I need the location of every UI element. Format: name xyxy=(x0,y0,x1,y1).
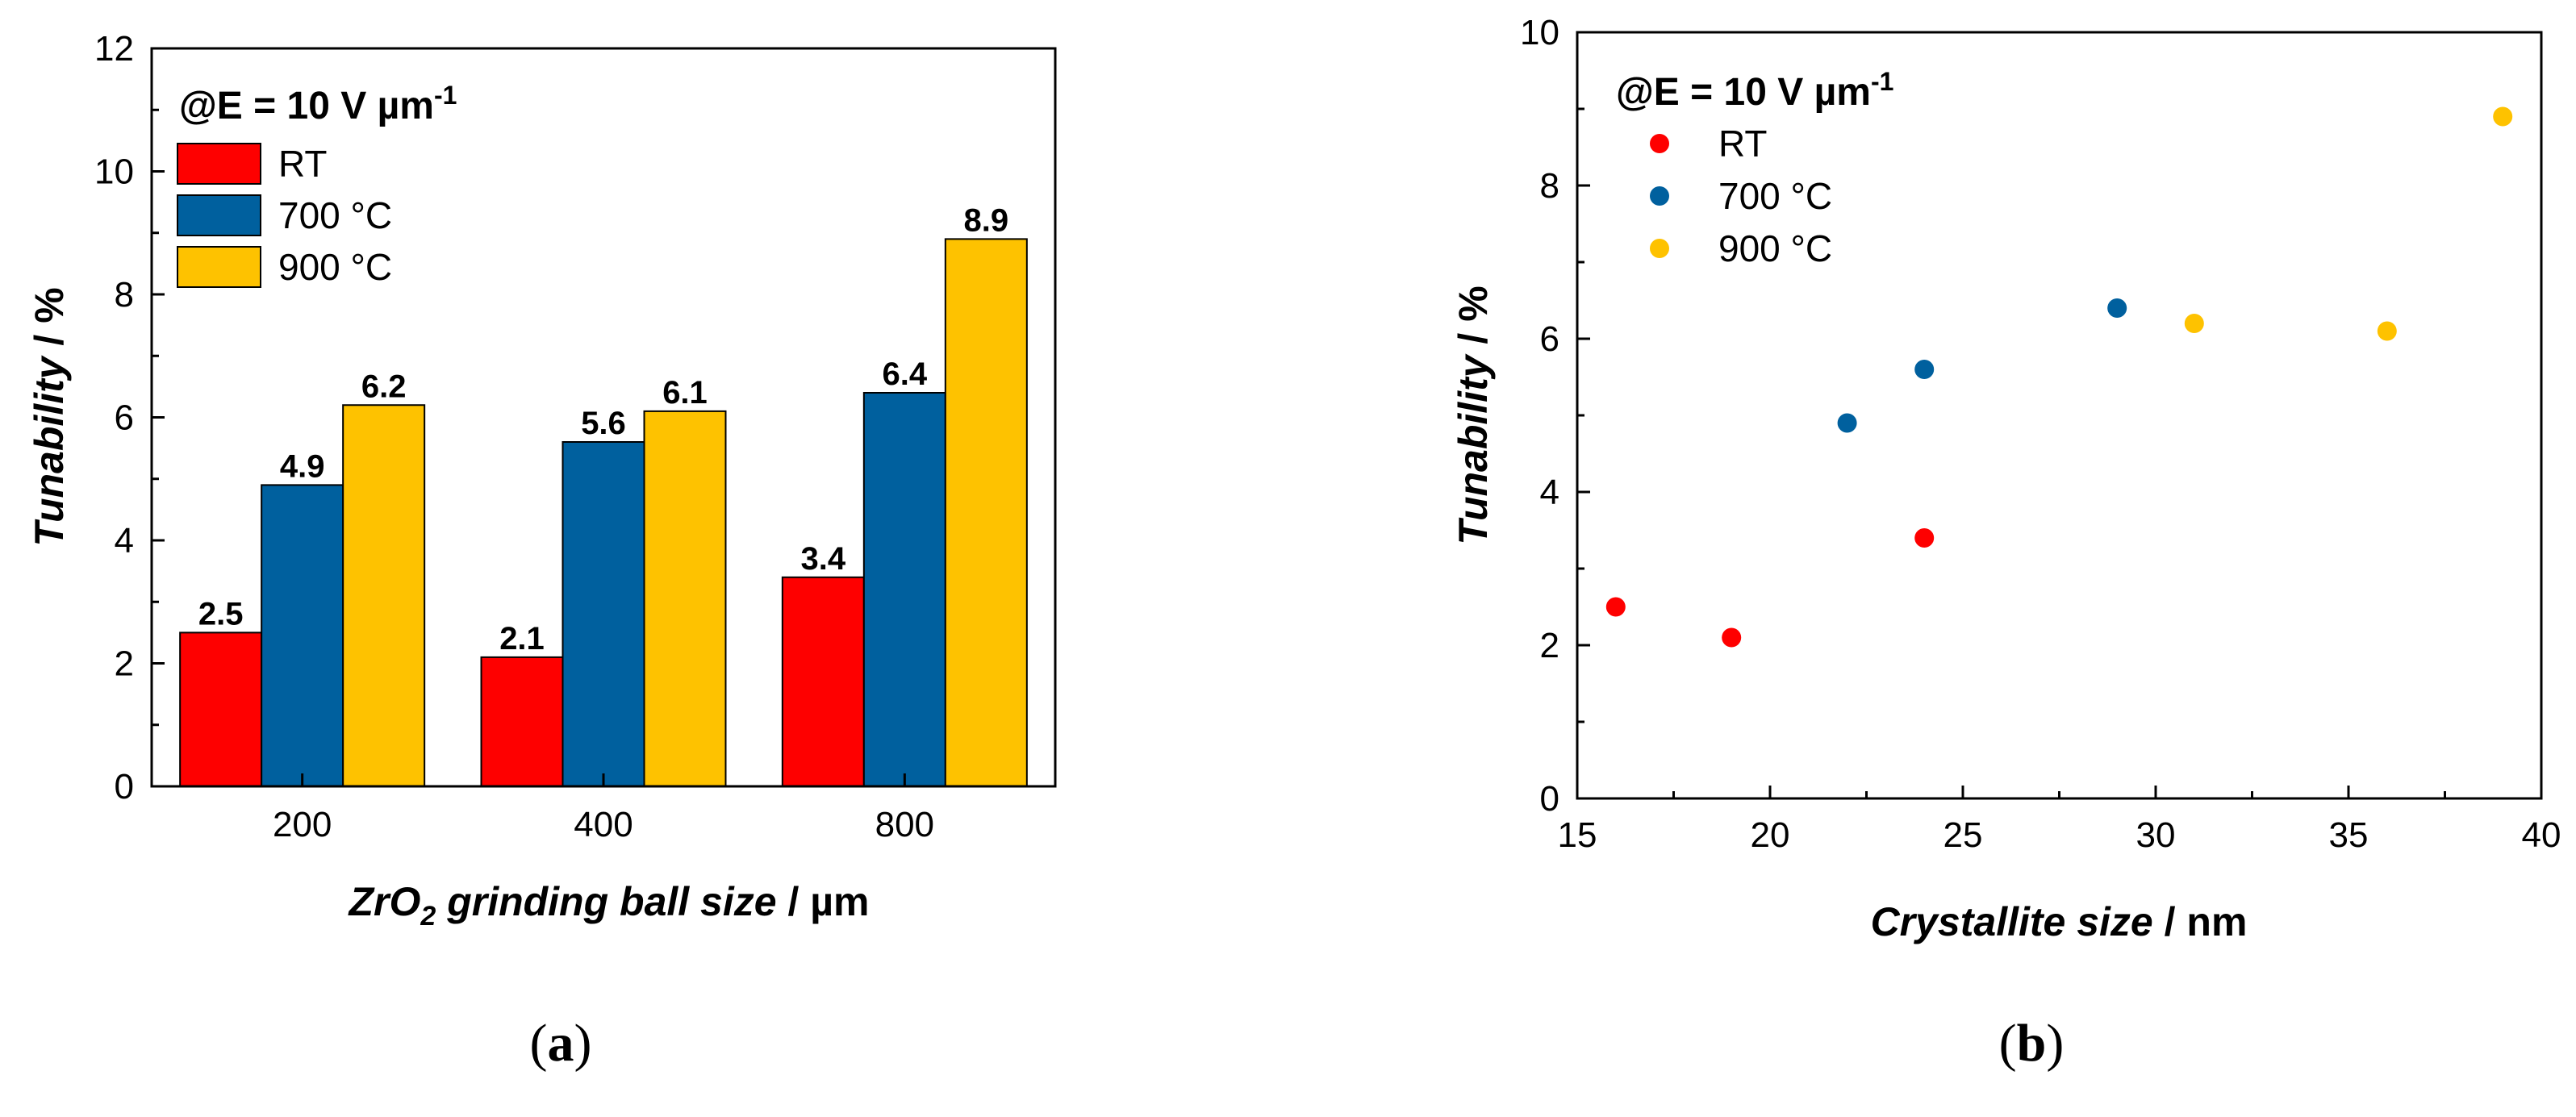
panel-a-bar xyxy=(261,484,344,787)
panel-a-legend-label: 700 °C xyxy=(278,194,392,236)
panel-b-y-tick-label: 4 xyxy=(1540,473,1559,512)
panel-a-y-tick-label: 8 xyxy=(115,275,134,315)
panel-b-data-point xyxy=(1914,360,1935,379)
panel-a-x-ticks: 200 400 800 xyxy=(273,773,934,844)
panel-a-bar xyxy=(480,656,564,787)
panel-b-x-tick-label: 30 xyxy=(2136,815,2176,855)
panel-a-legend-swatch xyxy=(177,246,261,288)
panel-b: 0 2 4 6 8 10 15 20 25 30 35 40 @E = 10 V µm-1 RT 700… xyxy=(1451,13,2561,1073)
panel-a-bar-value-label: 6.1 xyxy=(662,375,708,411)
panel-b-legend-marker xyxy=(1650,186,1669,206)
panel-a-bar-labels: 2.5 4.9 6.2 2.1 5.6 6.1 3.4 6.4 8.9 xyxy=(198,202,1008,656)
panel-b-y-tick-label: 6 xyxy=(1540,319,1559,359)
panel-a-bar xyxy=(944,238,1028,787)
panel-a-bar xyxy=(643,410,727,787)
panel-b-data-point xyxy=(2107,298,2127,318)
panel-b-x-axis-title: Crystallite size / nm xyxy=(1871,899,2248,944)
panel-a-bar-value-label: 2.5 xyxy=(198,596,244,631)
panel-b-legend-marker xyxy=(1650,239,1669,258)
panel-a-bar-value-label: 6.2 xyxy=(361,369,407,404)
panel-b-x-tick-label: 40 xyxy=(2522,815,2561,855)
panel-b-legend: @E = 10 V µm-1 RT 700 °C 900 °C xyxy=(1616,67,1893,269)
panel-a-legend-label: 900 °C xyxy=(278,246,392,288)
panel-b-x-ticks: 15 20 25 30 35 40 xyxy=(1558,786,2561,855)
panel-a-legend-swatch xyxy=(177,143,261,185)
panel-a-y-tick-label: 12 xyxy=(94,29,134,69)
panel-b-legend-label: 700 °C xyxy=(1718,175,1832,217)
panel-b-data-point xyxy=(2377,321,2397,341)
panel-a: 2.5 4.9 6.2 2.1 5.6 6.1 3.4 6.4 8.9 0 2 4 6 8 10 12 20… xyxy=(27,29,1057,1073)
panel-b-y-tick-label: 10 xyxy=(1520,13,1559,52)
panel-a-x-tick-label: 800 xyxy=(875,805,934,844)
panel-a-y-tick-label: 4 xyxy=(115,521,134,561)
panel-a-y-tick-label: 10 xyxy=(94,152,134,192)
panel-a-bar xyxy=(342,404,426,787)
panel-a-x-tick-label: 200 xyxy=(273,805,332,844)
panel-a-y-axis-title: Tunability / % xyxy=(27,287,72,546)
panel-a-bar-value-label: 3.4 xyxy=(801,541,846,577)
panel-b-x-tick-label: 20 xyxy=(1751,815,1790,855)
panel-a-y-tick-label: 0 xyxy=(115,767,134,806)
panel-a-bar-value-label: 4.9 xyxy=(280,448,325,484)
panel-a-legend: @E = 10 V µm-1 RT 700 °C 900 °C xyxy=(177,81,457,288)
panel-a-legend-label: RT xyxy=(278,143,328,185)
panel-a-legend-swatch xyxy=(177,194,261,236)
panel-b-y-ticks: 0 2 4 6 8 10 xyxy=(1520,13,1590,819)
panel-a-bars xyxy=(179,238,1028,787)
panel-b-legend-marker xyxy=(1650,134,1669,153)
panel-b-data-point xyxy=(1837,413,1857,433)
panel-a-bar-value-label: 8.9 xyxy=(964,202,1009,238)
panel-b-data-point xyxy=(2493,106,2513,127)
panel-b-x-tick-label: 25 xyxy=(1943,815,1983,855)
panel-a-x-axis-title: ZrO2 grinding ball size / µm xyxy=(347,879,869,932)
panel-a-caption: (a) xyxy=(530,1014,592,1073)
panel-b-data-point xyxy=(1914,528,1935,548)
panel-a-bar-value-label: 5.6 xyxy=(581,406,626,441)
panel-b-y-axis-title: Tunability / % xyxy=(1451,286,1496,544)
panel-a-bar xyxy=(781,576,865,787)
panel-b-data-point xyxy=(2184,314,2204,333)
panel-b-y-tick-label: 8 xyxy=(1540,166,1559,206)
panel-a-bar-value-label: 2.1 xyxy=(499,621,545,656)
panel-b-legend-title: @E = 10 V µm-1 xyxy=(1616,67,1893,114)
panel-a-x-tick-label: 400 xyxy=(574,805,633,844)
panel-a-bar-value-label: 6.4 xyxy=(883,356,928,392)
panel-a-bar xyxy=(862,392,946,787)
panel-a-legend-title: @E = 10 V µm-1 xyxy=(179,81,457,127)
panel-b-x-tick-label: 15 xyxy=(1558,815,1597,855)
panel-b-caption: (b) xyxy=(1999,1014,2065,1073)
panel-a-y-ticks: 0 2 4 6 8 10 12 xyxy=(94,29,165,806)
panel-b-legend-label: 900 °C xyxy=(1718,227,1832,269)
panel-b-y-tick-label: 0 xyxy=(1540,779,1559,819)
panel-a-y-tick-label: 6 xyxy=(115,398,134,438)
panel-b-legend-label: RT xyxy=(1718,123,1768,165)
panel-a-y-tick-label: 2 xyxy=(115,644,134,684)
panel-b-points xyxy=(1605,106,2513,648)
panel-a-bar xyxy=(179,631,263,787)
panel-a-bar xyxy=(562,441,645,787)
panel-b-data-point xyxy=(1722,627,1742,648)
panel-b-y-tick-label: 2 xyxy=(1540,626,1559,665)
panel-b-data-point xyxy=(1605,597,1626,617)
panel-b-x-tick-label: 35 xyxy=(2329,815,2369,855)
